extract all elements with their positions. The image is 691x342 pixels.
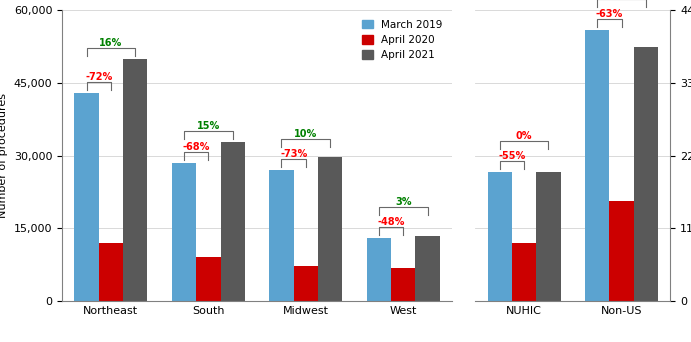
Bar (415, 236, 439, 301)
Bar (294, 266, 318, 301)
Text: 0%: 0% (516, 131, 532, 141)
Text: -63%: -63% (596, 9, 623, 19)
Bar (609, 200, 634, 301)
Bar (99, 243, 123, 301)
Text: -68%: -68% (182, 142, 210, 152)
Bar (269, 170, 294, 301)
Bar (512, 243, 536, 301)
Y-axis label: Number of procedures: Number of procedures (0, 93, 8, 218)
Text: 10%: 10% (294, 129, 317, 139)
Bar (391, 268, 415, 301)
Bar (196, 257, 220, 301)
Bar (585, 30, 609, 301)
Text: 3%: 3% (395, 197, 412, 207)
Text: -73%: -73% (280, 149, 307, 159)
Bar (634, 47, 658, 301)
Text: 15%: 15% (197, 121, 220, 131)
Bar (172, 163, 196, 301)
Bar (536, 172, 560, 301)
Text: -48%: -48% (377, 217, 405, 227)
Text: 16%: 16% (100, 38, 122, 48)
Bar (220, 142, 245, 301)
Bar (367, 238, 391, 301)
Bar (123, 59, 147, 301)
Bar (318, 157, 342, 301)
Legend: March 2019, April 2020, April 2021: March 2019, April 2020, April 2021 (359, 15, 447, 64)
Bar (75, 93, 99, 301)
Bar (488, 172, 512, 301)
Text: -72%: -72% (85, 72, 113, 82)
Text: -55%: -55% (498, 152, 526, 161)
